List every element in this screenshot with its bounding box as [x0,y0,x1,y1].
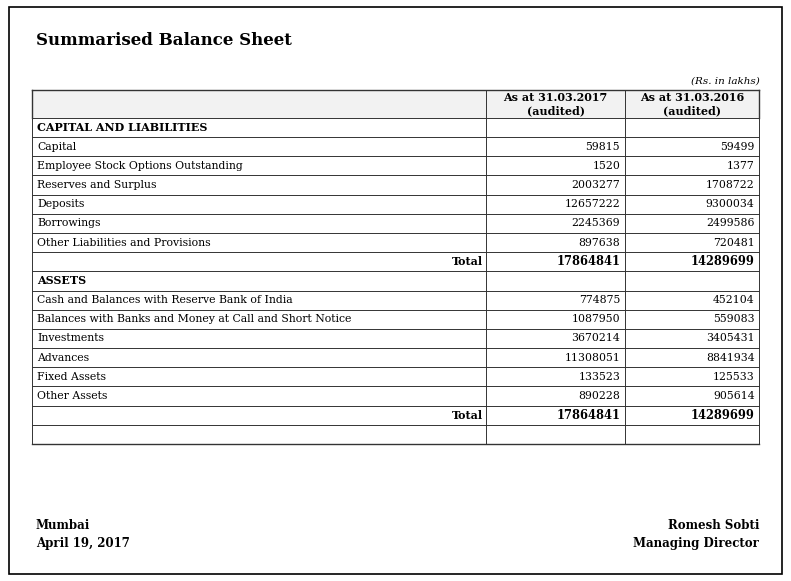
Text: Summarised Balance Sheet: Summarised Balance Sheet [36,32,291,49]
Text: 59499: 59499 [721,142,755,152]
Text: Total: Total [452,256,483,267]
Text: 8841934: 8841934 [706,353,755,363]
Text: 720481: 720481 [713,238,755,248]
Text: 2245369: 2245369 [572,218,620,228]
Text: Cash and Balances with Reserve Bank of India: Cash and Balances with Reserve Bank of I… [37,295,293,305]
Text: 59815: 59815 [585,142,620,152]
Text: ASSETS: ASSETS [37,275,86,286]
Text: Investments: Investments [37,333,104,343]
Text: Other Liabilities and Provisions: Other Liabilities and Provisions [37,238,211,248]
Text: Advances: Advances [37,353,89,363]
Text: 17864841: 17864841 [556,408,620,422]
Text: (audited): (audited) [663,105,721,116]
Text: Reserves and Surplus: Reserves and Surplus [37,180,157,190]
Text: 559083: 559083 [713,314,755,324]
Text: As at 31.03.2016: As at 31.03.2016 [640,92,744,103]
Text: 9300034: 9300034 [706,199,755,209]
Text: CAPITAL AND LIABILITIES: CAPITAL AND LIABILITIES [37,122,207,133]
Text: Mumbai: Mumbai [36,519,90,532]
Text: (Rs. in lakhs): (Rs. in lakhs) [691,77,759,85]
Text: 2003277: 2003277 [571,180,620,190]
Text: 774875: 774875 [579,295,620,305]
Text: 17864841: 17864841 [556,255,620,268]
Text: 133523: 133523 [578,372,620,382]
Text: 2499586: 2499586 [706,218,755,228]
Text: 890228: 890228 [578,391,620,401]
Text: 1708722: 1708722 [706,180,755,190]
Text: Fixed Assets: Fixed Assets [37,372,106,382]
Text: 11308051: 11308051 [564,353,620,363]
Text: 3405431: 3405431 [706,333,755,343]
Text: (audited): (audited) [527,105,585,116]
Text: 1520: 1520 [592,161,620,171]
Text: Managing Director: Managing Director [634,537,759,550]
Text: 14289699: 14289699 [691,408,755,422]
Text: 905614: 905614 [713,391,755,401]
Text: 1087950: 1087950 [572,314,620,324]
Text: As at 31.03.2017: As at 31.03.2017 [504,92,607,103]
Text: 12657222: 12657222 [565,199,620,209]
Text: Employee Stock Options Outstanding: Employee Stock Options Outstanding [37,161,243,171]
Text: Capital: Capital [37,142,77,152]
Text: April 19, 2017: April 19, 2017 [36,537,130,550]
Text: 125533: 125533 [713,372,755,382]
Text: Balances with Banks and Money at Call and Short Notice: Balances with Banks and Money at Call an… [37,314,351,324]
Text: Total: Total [452,410,483,421]
Text: 897638: 897638 [578,238,620,248]
Text: Borrowings: Borrowings [37,218,100,228]
Text: 1377: 1377 [727,161,755,171]
Text: Other Assets: Other Assets [37,391,108,401]
Text: Romesh Sobti: Romesh Sobti [668,519,759,532]
Text: 452104: 452104 [713,295,755,305]
Text: 14289699: 14289699 [691,255,755,268]
Bar [32,90,759,118]
Text: Deposits: Deposits [37,199,85,209]
Text: 3670214: 3670214 [571,333,620,343]
